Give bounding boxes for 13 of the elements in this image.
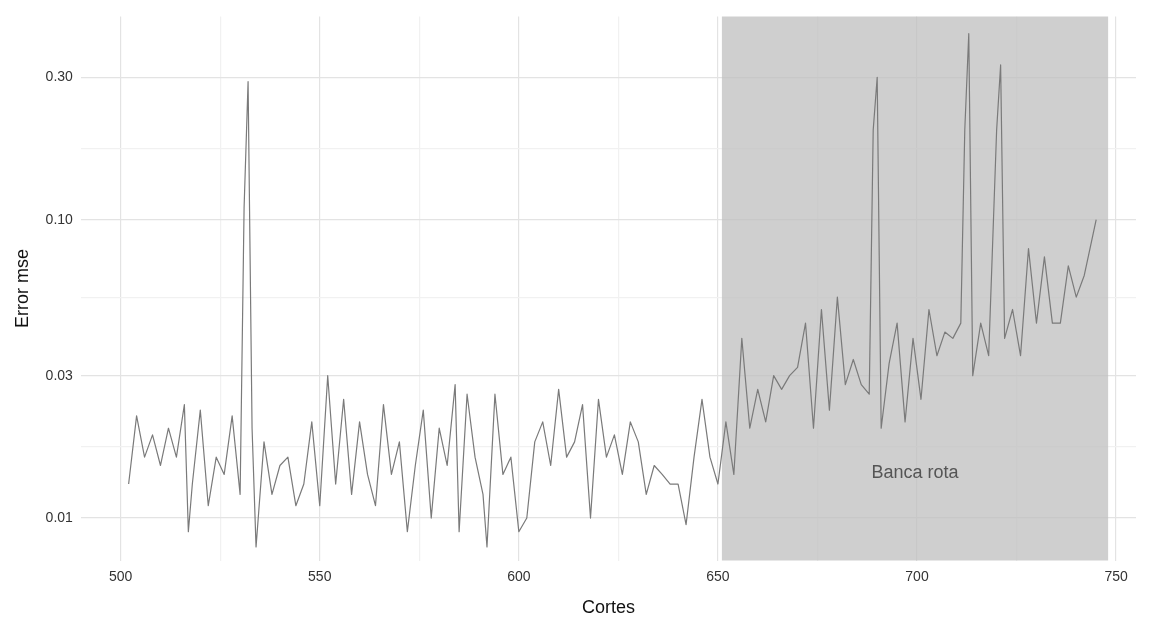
x-tick-label: 600 — [507, 567, 531, 584]
x-axis-title: Cortes — [581, 597, 635, 618]
y-tick-label: 0.01 — [45, 508, 74, 525]
x-tick-label: 700 — [905, 567, 929, 584]
y-tick-label: 0.03 — [45, 366, 74, 383]
x-tick-label: 550 — [308, 567, 332, 584]
y-tick-label: 0.30 — [45, 68, 74, 85]
y-tick-label: 0.10 — [45, 210, 74, 227]
x-tick-label: 750 — [1104, 567, 1128, 584]
x-tick-label: 650 — [706, 567, 730, 584]
x-tick-label: 500 — [108, 567, 133, 584]
band-label: Banca rota — [871, 462, 960, 483]
y-axis-title: Error mse — [11, 248, 32, 329]
